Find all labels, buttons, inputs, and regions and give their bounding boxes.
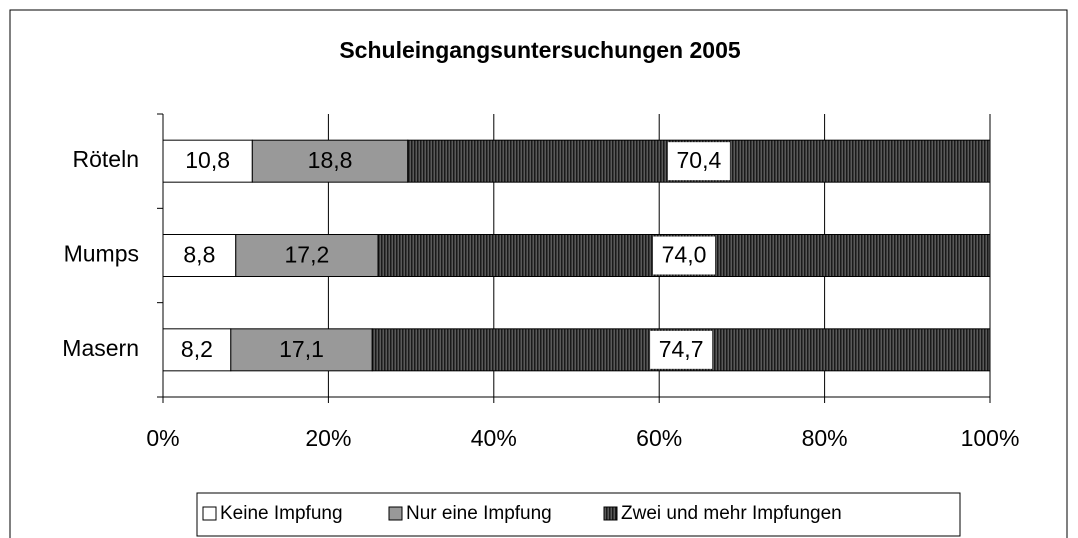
bar-segment bbox=[162, 234, 237, 277]
x-tick-label: 0% bbox=[146, 425, 179, 451]
data-label: 18,8 bbox=[308, 147, 353, 173]
data-label: 8,2 bbox=[181, 336, 213, 362]
legend-label: Nur eine Impfung bbox=[406, 503, 552, 524]
bar-segment bbox=[251, 139, 409, 183]
chart-title: Schuleingangsuntersuchungen 2005 bbox=[339, 37, 741, 63]
bar-segment bbox=[162, 139, 253, 183]
data-label: 74,0 bbox=[662, 242, 707, 268]
data-label: 17,2 bbox=[285, 242, 330, 268]
x-tick-label: 60% bbox=[636, 425, 682, 451]
y-tick-label: Röteln bbox=[73, 146, 139, 172]
chart-frame bbox=[9, 9, 1068, 538]
bar-segment bbox=[230, 328, 373, 372]
x-tick-label: 40% bbox=[471, 425, 517, 451]
label-background bbox=[667, 142, 730, 181]
x-tick-label: 20% bbox=[305, 425, 351, 451]
data-label: 17,1 bbox=[279, 336, 324, 362]
legend-label: Keine Impfung bbox=[220, 503, 343, 524]
bar-segment bbox=[162, 328, 232, 372]
legend-swatch bbox=[202, 506, 217, 521]
y-tick-label: Masern bbox=[62, 335, 139, 361]
data-label: 8,8 bbox=[183, 242, 215, 268]
x-tick-label: 80% bbox=[802, 425, 848, 451]
label-background bbox=[650, 330, 713, 369]
x-tick-label: 100% bbox=[961, 425, 1020, 451]
label-background bbox=[653, 236, 716, 275]
data-label: 74,7 bbox=[659, 336, 704, 362]
bar-segment bbox=[235, 234, 379, 277]
legend-box bbox=[196, 492, 961, 537]
y-tick-label: Mumps bbox=[64, 241, 139, 267]
legend-swatch bbox=[388, 506, 403, 521]
data-label: 70,4 bbox=[677, 147, 722, 173]
legend-swatch bbox=[603, 506, 618, 521]
legend-label: Zwei und mehr Impfungen bbox=[621, 503, 842, 524]
data-label: 10,8 bbox=[185, 147, 230, 173]
